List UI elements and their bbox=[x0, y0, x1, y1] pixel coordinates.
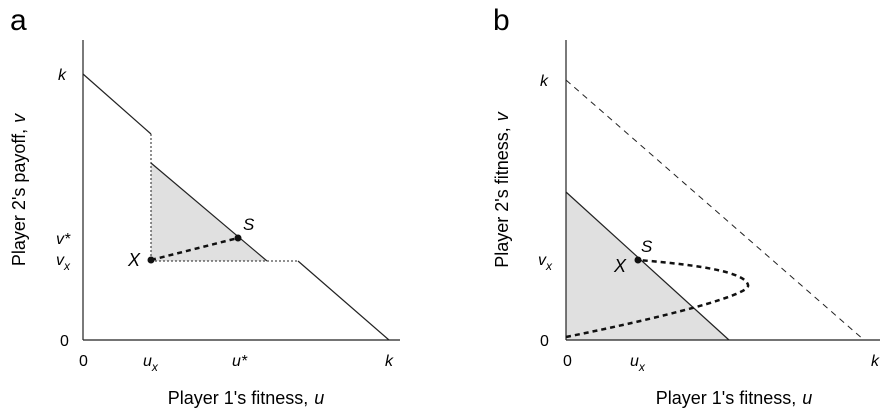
panel-a-letter: a bbox=[10, 4, 27, 37]
panel-a-ytick-vx: vx bbox=[56, 252, 71, 273]
panel-a-ytick-k: k bbox=[58, 67, 67, 84]
panel-b-xtick-k: k bbox=[871, 353, 880, 370]
panel-a-xtick-ustar: u* bbox=[232, 353, 248, 370]
panel-a-ytick-zero: 0 bbox=[60, 333, 69, 350]
panel-b-label-x: X bbox=[613, 256, 627, 276]
panel-a-label-s: S bbox=[243, 215, 255, 234]
panel-b-label-s: S bbox=[641, 237, 653, 256]
panel-a-point-x bbox=[147, 256, 155, 264]
panel-b-ytick-vx: vx bbox=[538, 252, 553, 273]
panel-a-path-x-to-s bbox=[150, 236, 239, 262]
panel-a-lower-boundary bbox=[297, 260, 390, 341]
panel-a-region-hypotenuse bbox=[150, 162, 268, 262]
panel-a-point-s bbox=[234, 234, 242, 242]
panel-a-xtick-k: k bbox=[385, 353, 394, 370]
panel-b-curved-path bbox=[565, 258, 750, 339]
panel-a-ytick-vstar: v* bbox=[56, 231, 71, 248]
panel-a-label-x: X bbox=[127, 250, 141, 270]
panel-b-region-hypotenuse bbox=[565, 191, 730, 341]
panel-b-xtick-zero: 0 bbox=[563, 353, 572, 370]
panel-b-point-s bbox=[634, 256, 642, 264]
panel-b-xtick-ux: ux bbox=[630, 353, 646, 374]
panel-b-ytick-zero: 0 bbox=[540, 333, 549, 350]
panel-a-xtick-ux: ux bbox=[143, 353, 159, 374]
panel-b-ytick-k: k bbox=[540, 73, 549, 90]
panel-a-upper-boundary bbox=[82, 73, 152, 135]
panel-b-letter: b bbox=[493, 4, 510, 37]
panel-a-xtick-zero: 0 bbox=[79, 353, 88, 370]
panel-b: b S X k vx 0 0 ux k Player 1's fitness, u… bbox=[492, 4, 880, 408]
panel-a-ylabel: Player 2's payoff,v bbox=[9, 113, 29, 266]
panel-a-xlabel: Player 1's fitness, u bbox=[168, 388, 325, 408]
panel-b-xlabel: Player 1's fitness, u bbox=[656, 388, 813, 408]
panel-a: a X S k v* vx 0 0 ux u* k Player 1's fit… bbox=[9, 4, 400, 408]
panel-b-ylabel: Player 2's fitness,v bbox=[492, 111, 512, 268]
